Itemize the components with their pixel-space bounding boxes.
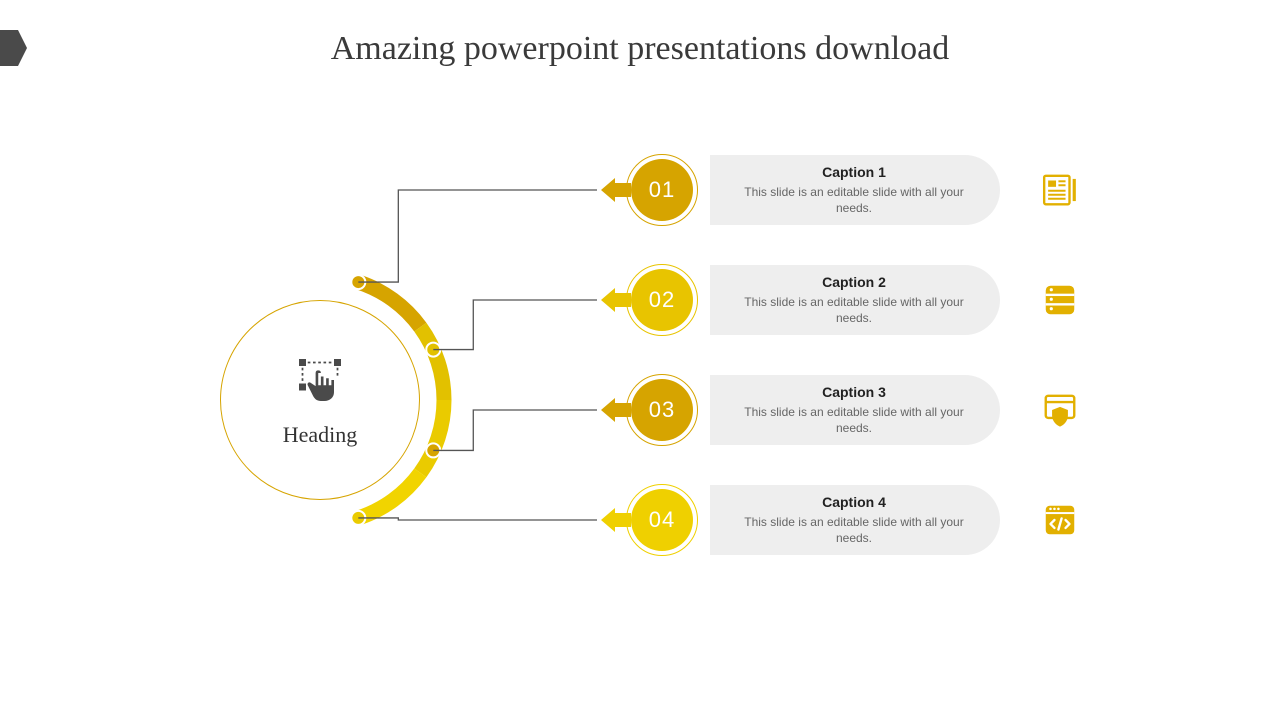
step-node-3: 03 xyxy=(631,379,693,441)
step-node-4: 04 xyxy=(631,489,693,551)
caption-text: This slide is an editable slide with all… xyxy=(736,514,972,546)
step-node-1: 01 xyxy=(631,159,693,221)
caption-title: Caption 1 xyxy=(736,164,972,180)
caption-3: Caption 3 This slide is an editable slide… xyxy=(710,375,1000,445)
diagram-stage: Heading 01 Caption 1This slide is an edi… xyxy=(0,0,1280,720)
caption-title: Caption 3 xyxy=(736,384,972,400)
connectors xyxy=(0,0,1280,720)
step-number: 01 xyxy=(631,159,693,221)
caption-text: This slide is an editable slide with all… xyxy=(736,404,972,436)
caption-4: Caption 4 This slide is an editable slide… xyxy=(710,485,1000,555)
caption-text: This slide is an editable slide with all… xyxy=(736,294,972,326)
step-node-2: 02 xyxy=(631,269,693,331)
caption-title: Caption 4 xyxy=(736,494,972,510)
step-number: 04 xyxy=(631,489,693,551)
caption-1: Caption 1 This slide is an editable slide… xyxy=(710,155,1000,225)
code-icon xyxy=(1040,500,1080,540)
step-number: 03 xyxy=(631,379,693,441)
caption-title: Caption 2 xyxy=(736,274,972,290)
caption-text: This slide is an editable slide with all… xyxy=(736,184,972,216)
caption-2: Caption 2 This slide is an editable slide… xyxy=(710,265,1000,335)
db-icon xyxy=(1040,280,1080,320)
news-icon xyxy=(1040,170,1080,210)
step-number: 02 xyxy=(631,269,693,331)
shield-icon xyxy=(1040,390,1080,430)
